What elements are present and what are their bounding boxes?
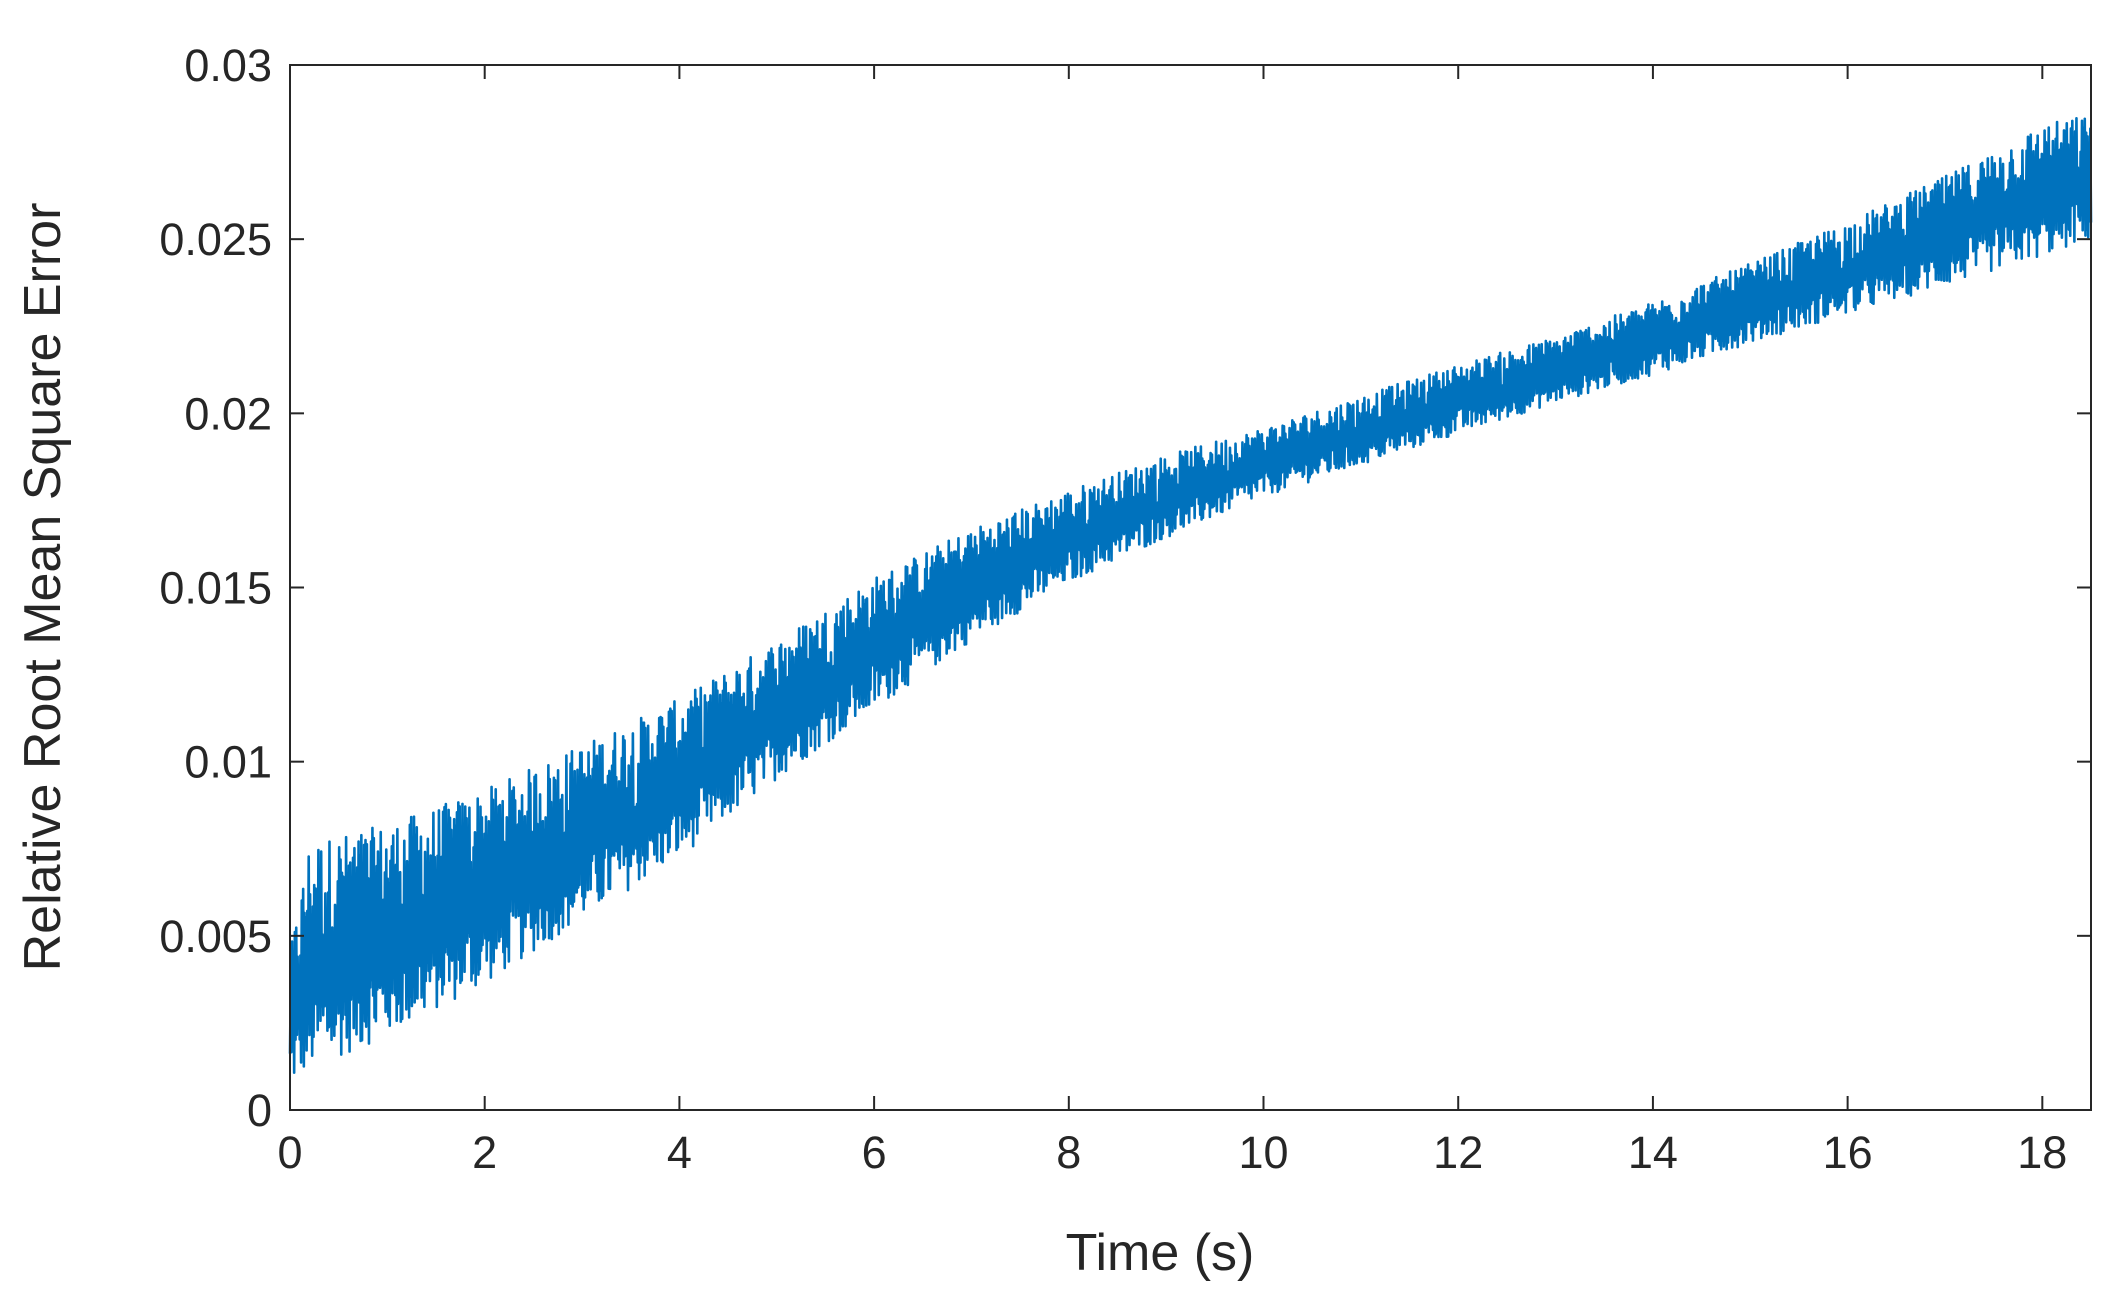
data-layer [288, 116, 2093, 1074]
x-ticks: 0 2 4 6 8 10 12 14 16 18 [277, 65, 2067, 1178]
y-tick-label: 0.025 [159, 214, 272, 265]
plot-background [290, 65, 2091, 1110]
x-tick-label: 2 [472, 1127, 497, 1178]
x-tick-label: 4 [667, 1127, 692, 1178]
y-tick-label: 0.03 [184, 40, 272, 91]
y-tick-label: 0 [247, 1085, 272, 1136]
x-tick-label: 14 [1628, 1127, 1678, 1178]
x-tick-label: 8 [1056, 1127, 1081, 1178]
y-tick-label: 0.01 [184, 737, 272, 788]
x-tick-label: 6 [862, 1127, 887, 1178]
x-tick-label: 12 [1433, 1127, 1483, 1178]
y-tick-label: 0.015 [159, 563, 272, 614]
x-tick-label: 10 [1238, 1127, 1288, 1178]
x-tick-label: 18 [2017, 1127, 2067, 1178]
x-tick-label: 16 [1823, 1127, 1873, 1178]
y-tick-label: 0.005 [159, 911, 272, 962]
y-tick-label: 0.02 [184, 388, 272, 439]
series-line [288, 116, 2093, 1074]
x-axis-label: Time (s) [1066, 1224, 1255, 1282]
y-axis-label: Relative Root Mean Square Error [14, 203, 72, 972]
y-ticks: 0 0.005 0.01 0.015 0.02 0.025 0.03 [159, 40, 2091, 1136]
x-tick-label: 0 [277, 1127, 302, 1178]
